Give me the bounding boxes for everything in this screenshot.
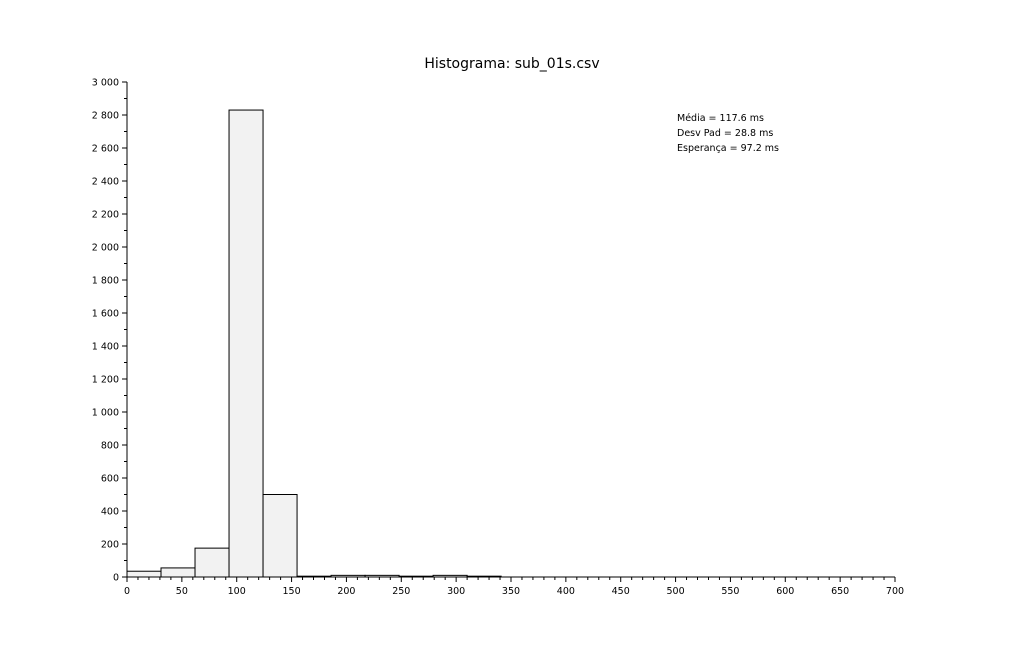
x-tick-label: 200 bbox=[337, 586, 355, 597]
y-tick-label: 2 800 bbox=[92, 111, 119, 122]
y-tick-label: 3 000 bbox=[92, 78, 119, 89]
x-tick-label: 150 bbox=[283, 586, 301, 597]
y-tick-label: 800 bbox=[101, 441, 119, 452]
x-tick-label: 350 bbox=[502, 586, 520, 597]
x-tick-label: 600 bbox=[776, 586, 794, 597]
y-tick-label: 1 000 bbox=[92, 408, 119, 419]
x-tick-label: 700 bbox=[886, 586, 904, 597]
y-tick-label: 2 400 bbox=[92, 177, 119, 188]
x-tick-label: 50 bbox=[176, 586, 188, 597]
annotation-std-dev: Desv Pad = 28.8 ms bbox=[677, 128, 773, 139]
chart-title: Histograma: sub_01s.csv bbox=[424, 56, 599, 72]
x-tick-label: 0 bbox=[124, 586, 130, 597]
y-tick-label: 1 400 bbox=[92, 342, 119, 353]
x-tick-label: 450 bbox=[612, 586, 630, 597]
bars-layer bbox=[126, 109, 502, 578]
y-tick-label: 200 bbox=[101, 540, 119, 551]
x-tick-label: 550 bbox=[721, 586, 739, 597]
x-tick-label: 100 bbox=[228, 586, 246, 597]
x-tick-label: 650 bbox=[831, 586, 849, 597]
histogram-bar-4 bbox=[262, 494, 298, 578]
y-ticks-layer: 0 200 400 600 800 1 000 1 200 1 400 1 600 1 800 2 … bbox=[92, 78, 127, 584]
y-tick-label: 1 600 bbox=[92, 309, 119, 320]
y-tick-label: 0 bbox=[113, 573, 119, 584]
x-tick-label: 300 bbox=[447, 586, 465, 597]
annotation-expectation: Esperança = 97.2 ms bbox=[677, 143, 779, 154]
annotation-mean: Média = 117.6 ms bbox=[677, 113, 764, 124]
histogram-bar-1 bbox=[160, 567, 196, 578]
histogram-bar-0 bbox=[126, 570, 162, 578]
x-ticks-layer: 0 50 100 150 200 250 300 350 400 450 500 550 600 650 7… bbox=[124, 577, 904, 597]
x-tick-label: 400 bbox=[557, 586, 575, 597]
y-tick-label: 2 600 bbox=[92, 144, 119, 155]
y-tick-label: 1 200 bbox=[92, 375, 119, 386]
stats-annotations: Média = 117.6 ms Desv Pad = 28.8 ms Espe… bbox=[677, 113, 779, 154]
y-tick-label: 600 bbox=[101, 474, 119, 485]
y-tick-label: 1 800 bbox=[92, 276, 119, 287]
x-tick-label: 250 bbox=[392, 586, 410, 597]
y-tick-label: 400 bbox=[101, 507, 119, 518]
y-tick-label: 2 000 bbox=[92, 243, 119, 254]
x-tick-label: 500 bbox=[667, 586, 685, 597]
histogram-bar-3 bbox=[228, 109, 264, 578]
histogram-bar-2 bbox=[194, 547, 230, 578]
y-tick-label: 2 200 bbox=[92, 210, 119, 221]
